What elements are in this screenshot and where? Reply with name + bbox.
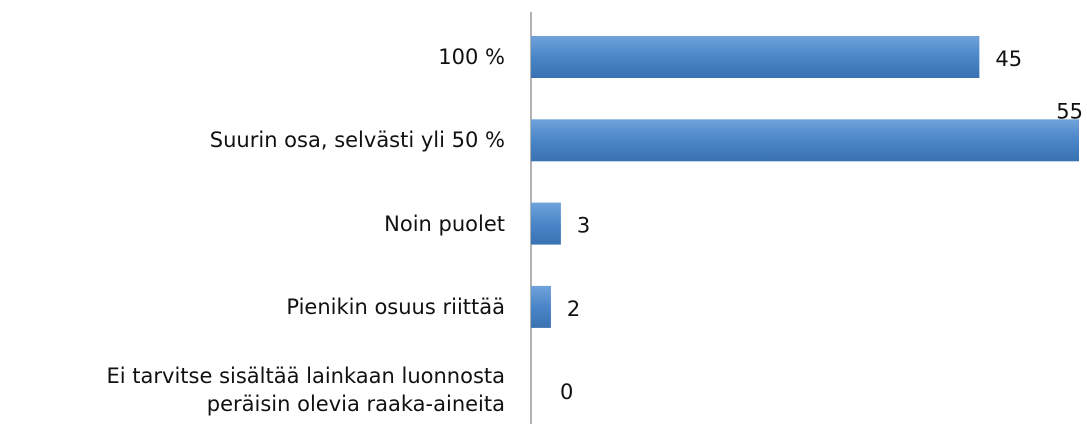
value-label: 3 [577,214,590,238]
bar [531,202,561,245]
value-label: 55 [1056,99,1083,123]
category-label: Suurin osa, selvästi yli 50 % [209,128,505,153]
value-label: 45 [995,47,1022,71]
value-label: 0 [560,380,573,404]
bar [531,36,980,78]
value-label: 2 [567,297,580,321]
bar [531,119,1079,162]
category-label: Pienikin osuus riittää [286,294,505,319]
category-label: 100 % [438,45,505,69]
category-label: Ei tarvitse sisältää lainkaan luonnosta … [106,364,505,417]
category-label: Noin puolet [384,211,505,236]
bar [531,285,551,328]
